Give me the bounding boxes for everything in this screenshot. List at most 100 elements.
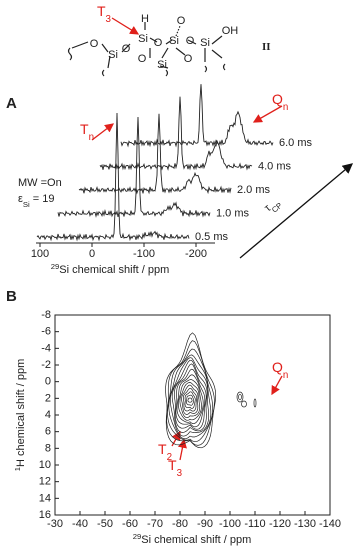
plot-frame — [54, 314, 331, 516]
x-tick-label: -100 — [133, 248, 155, 260]
arrow-label: τCP — [262, 195, 283, 217]
script-text: 1 — [13, 467, 22, 471]
spectrum — [57, 116, 211, 218]
label-text: MW =On — [18, 177, 62, 189]
x-tick-label: -100 — [219, 518, 241, 530]
script-text: 3 — [106, 14, 112, 25]
contour — [184, 391, 196, 409]
peak-label: T3 — [168, 457, 183, 479]
y-tick-label: -2 — [41, 359, 51, 371]
atom-label: H — [141, 13, 149, 25]
label-text: = 19 — [30, 193, 55, 205]
contour — [168, 354, 212, 440]
script-text: n — [89, 132, 94, 143]
contour — [178, 379, 202, 421]
contour — [173, 363, 207, 430]
atom-label: O — [90, 38, 99, 50]
compound-label: II — [262, 41, 271, 53]
atom-label: OH — [222, 25, 239, 37]
contour — [187, 397, 193, 403]
atom-label: Si — [157, 59, 167, 71]
panel-label: A — [6, 95, 17, 112]
panel-label: B — [6, 288, 17, 305]
contour — [181, 384, 199, 415]
atom-label: O — [122, 43, 131, 55]
label-text: ε — [18, 193, 23, 205]
time-arrow — [239, 163, 353, 259]
atom-label: O — [184, 53, 193, 65]
y-tick-label: 4 — [45, 409, 51, 421]
atom-label: Si — [138, 33, 148, 45]
script-text: 3 — [177, 468, 183, 479]
y-tick-label: 2 — [45, 392, 51, 404]
contour — [179, 382, 201, 419]
contour — [176, 374, 204, 424]
contour — [241, 400, 247, 408]
script-text: n — [283, 102, 288, 113]
site-label: T3 — [97, 3, 112, 25]
pointer-arrow — [178, 438, 187, 461]
script-text: n — [283, 370, 288, 381]
script-text: 29 — [51, 262, 60, 271]
label-text: T — [97, 3, 106, 19]
label-text: T — [168, 457, 177, 473]
x-tick-label: -140 — [319, 518, 341, 530]
x-tick-label: -30 — [47, 518, 63, 530]
contours — [165, 332, 257, 449]
y-tick-label: 14 — [39, 492, 51, 504]
atom-label: O — [186, 35, 195, 47]
axis-title: 29Si chemical shift / ppm — [51, 262, 170, 277]
time-label: 0.5 ms — [195, 231, 229, 243]
x-tick-label: -40 — [72, 518, 88, 530]
label-text: Si chemical shift / ppm — [59, 264, 169, 276]
spectrum — [120, 84, 274, 148]
contour — [167, 348, 214, 443]
x-tick-label: -130 — [294, 518, 316, 530]
x-tick-label: 100 — [31, 248, 49, 260]
contour — [170, 357, 210, 437]
label-text: τ — [262, 202, 274, 214]
contour — [182, 387, 198, 412]
label-text: T — [80, 121, 89, 137]
axis-title: 1H chemical shift / ppm — [13, 359, 28, 471]
peak-label: T2 — [158, 441, 172, 463]
atom-label: Si — [200, 37, 210, 49]
y-tick-label: -4 — [41, 342, 51, 354]
contour — [238, 394, 242, 400]
x-tick-label: -120 — [269, 518, 291, 530]
contour — [165, 332, 217, 449]
script-text: 29 — [133, 532, 142, 541]
y-tick-label: -6 — [41, 326, 51, 338]
x-tick-label: -50 — [97, 518, 113, 530]
peak-label: Qn — [272, 359, 288, 381]
label-text: Q — [272, 91, 283, 107]
atom-label: O — [154, 37, 163, 49]
label-text: Si chemical shift / ppm — [141, 534, 251, 546]
y-tick-label: 16 — [39, 509, 51, 521]
label-text: T — [158, 441, 167, 457]
peak-label: Tn — [80, 121, 94, 143]
pointer-arrow — [271, 375, 283, 396]
atom-label: O — [177, 15, 186, 27]
time-label: 1.0 ms — [216, 208, 250, 220]
script-text: Si — [23, 200, 30, 209]
spectrum — [99, 96, 253, 171]
y-tick-label: -8 — [41, 309, 51, 321]
label-text: H chemical shift / ppm — [15, 359, 27, 467]
contour — [175, 368, 206, 428]
pointer-arrow — [111, 17, 140, 35]
x-tick-label: 0 — [89, 248, 95, 260]
atom-label: O — [138, 53, 147, 65]
spectrum — [36, 112, 190, 242]
y-tick-label: 0 — [45, 376, 51, 388]
x-tick-label: -90 — [197, 518, 213, 530]
condition-label: εSi = 19 — [18, 193, 55, 209]
x-tick-label: -70 — [147, 518, 163, 530]
time-label: 4.0 ms — [258, 161, 292, 173]
y-tick-label: 10 — [39, 459, 51, 471]
x-tick-label: -110 — [244, 518, 265, 530]
y-tick-label: 6 — [45, 426, 51, 438]
time-label: 2.0 ms — [237, 184, 271, 196]
axis-title: 29Si chemical shift / ppm — [133, 532, 252, 547]
